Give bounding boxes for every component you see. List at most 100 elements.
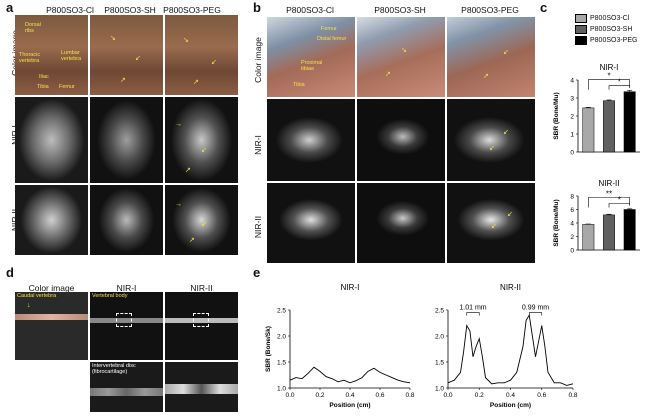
bar <box>582 224 595 251</box>
tail-band <box>90 388 163 396</box>
legend-swatch <box>575 14 587 23</box>
sig-label: ** <box>606 190 612 199</box>
x-axis-label: Position (cm) <box>329 402 370 409</box>
ann-thoracic: Thoracic vertebra <box>19 52 41 64</box>
arrow-icon: ↓ <box>27 302 31 309</box>
sig-label: * <box>607 72 610 81</box>
panel-d-nir2-zoom <box>165 362 238 412</box>
arrow-icon: ↙ <box>491 223 497 230</box>
ann-proximal-tibiae: Proximal tibiae <box>301 60 323 72</box>
panel-b-color-sh: ↘ ↗ <box>357 17 445 97</box>
sig-bracket <box>588 197 630 208</box>
panel-b-col2: P800SO3-SH <box>374 5 426 15</box>
panel-a-color-peg: ↘ ↙ ↗ <box>165 15 238 95</box>
line-chart-nir1: NIR-I 1.0 1.5 2.0 2.5 0.0 0.2 0.4 0.6 0.8 Position… <box>265 283 415 409</box>
legend-swatch <box>575 25 587 34</box>
bar <box>603 214 615 251</box>
zoom-box <box>193 313 209 327</box>
ann-tibia-b: Tibia <box>293 82 305 88</box>
panel-d-nir2 <box>165 292 238 360</box>
sig-label: * <box>618 78 621 87</box>
ann-caudal-vertebra: Caudal vertebra <box>17 293 57 299</box>
chart-title: NIR-I <box>600 63 619 72</box>
panel-d-color: Caudal vertebra ↓ <box>15 292 88 360</box>
tail-band <box>90 318 163 323</box>
panel-b-nir1-sh <box>357 99 445 181</box>
line-chart-nir2: NIR-II 1.0 1.5 2.0 2.5 0.0 0.2 0.4 0.6 0.8 Positio… <box>435 283 578 409</box>
ann-femur-b: Femur <box>321 26 337 32</box>
legend-label: P800SO3-SH <box>590 26 633 33</box>
panel-a-nir2-cl <box>15 185 88 255</box>
y-tick-label: 4 <box>570 221 574 228</box>
y-tick-label: 0 <box>570 150 574 157</box>
panel-a-col2: P800SO3-SH <box>104 5 156 15</box>
y-tick-label: 3 <box>570 96 574 103</box>
panel-b-nir2-peg: ↙ ↙ <box>447 183 535 263</box>
y-tick-label: 2.0 <box>277 334 286 341</box>
panel-a-nir1-sh <box>90 97 163 183</box>
x-tick-label: 0.4 <box>345 392 354 399</box>
panel-b-nir1-peg: ↙ ↙ <box>447 99 535 181</box>
bar <box>623 209 636 251</box>
arrow-icon: ↙ <box>503 49 509 56</box>
bar <box>582 107 595 153</box>
y-tick-label: 2 <box>570 114 574 121</box>
panel-a-col1: P800SO3-Cl <box>46 5 94 15</box>
panel-b-row-color: Color image <box>253 37 263 83</box>
arrow-icon: ↘ <box>183 37 189 44</box>
ann-dorsal-ribs: Dorsal ribs <box>25 22 41 34</box>
panel-d-letter: d <box>6 265 14 280</box>
panel-e-letter: e <box>253 265 261 280</box>
legend-item: P800SO3-SH <box>575 25 637 34</box>
panel-b-color-cl: Femur Distal femur Proximal tibiae Tibia <box>267 17 355 97</box>
tail-band <box>15 314 88 320</box>
ann-distal-femur: Distal femur <box>317 36 347 42</box>
panel-c-letter: c <box>540 0 548 15</box>
bar <box>603 100 615 153</box>
x-tick-label: 0.8 <box>568 392 577 399</box>
arrow-icon: ↗ <box>483 73 489 80</box>
arrow-icon: ↙ <box>211 59 217 66</box>
distance-bracket <box>528 312 543 316</box>
panel-d-col1: Color image <box>28 283 75 293</box>
y-tick-label: 1.0 <box>277 386 286 393</box>
zoom-box <box>116 313 132 327</box>
bar-chart-nir1: NIR-I 0 1 2 3 4 SBR (Bone/Mu) * * <box>553 63 640 157</box>
legend-item: P800SO3-PEG <box>575 36 637 45</box>
ann-lumbar: Lumbar vertebra <box>61 50 82 62</box>
arrow-icon: ↙ <box>507 211 513 218</box>
panel-b-nir2-cl <box>267 183 355 263</box>
arrow-icon: ↗ <box>193 79 199 86</box>
arrow-icon: ↘ <box>401 47 407 54</box>
x-tick-label: 0.4 <box>506 392 515 399</box>
y-tick-label: 2 <box>570 234 574 241</box>
panel-a-nir1-cl <box>15 97 88 183</box>
arrow-icon: ↗ <box>120 77 126 84</box>
y-tick-label: 2.5 <box>277 308 286 315</box>
legend-label: P800SO3-Cl <box>590 15 630 22</box>
panel-d-nir1-zoom: Intervertebral disc (fibrocartilage) <box>90 362 163 412</box>
y-tick-label: 6 <box>570 207 574 214</box>
y-tick-label: 2.0 <box>435 334 444 341</box>
x-tick-label: 0.2 <box>475 392 484 399</box>
sig-bracket <box>608 85 630 90</box>
arrow-icon: ↗ <box>189 237 195 244</box>
y-tick-label: 1.5 <box>277 360 286 367</box>
panel-d-col2: NIR-I <box>116 283 137 293</box>
x-axis-label: Position (cm) <box>490 402 531 409</box>
panel-a-letter: a <box>6 0 14 15</box>
y-tick-label: 0 <box>570 248 574 255</box>
sig-label: * <box>618 196 621 205</box>
arrow-icon: ↘ <box>110 35 116 42</box>
arrow-icon: → <box>175 121 182 128</box>
panel-b-nir2-sh <box>357 183 445 263</box>
arrow-icon: ↙ <box>201 147 207 154</box>
ann-intervertebral-disc: Intervertebral disc (fibrocartilage) <box>92 363 136 375</box>
y-axis-label: SBR (Bone/Mu) <box>553 199 560 246</box>
series-line <box>447 313 574 386</box>
panel-a-nir2-sh <box>90 185 163 255</box>
x-tick-label: 0.8 <box>405 392 414 399</box>
chart-title: NIR-II <box>599 179 620 188</box>
panel-a-color-sh: ↘ ↙ ↗ <box>90 15 163 95</box>
